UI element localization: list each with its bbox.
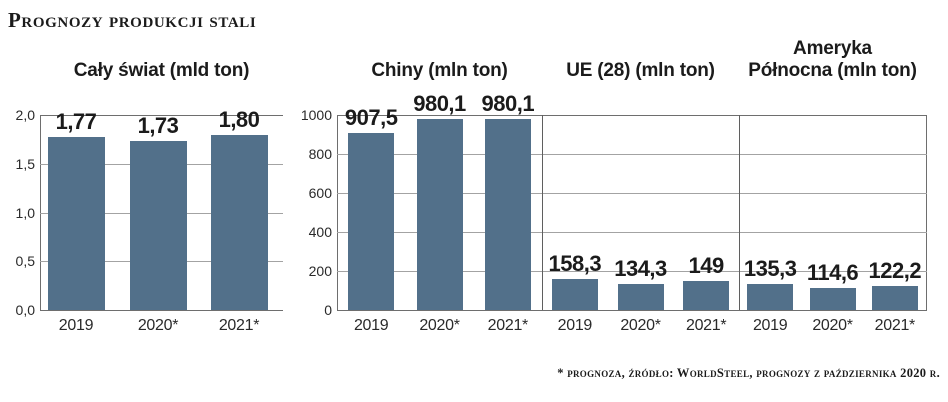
x-tick-label: 2021* bbox=[487, 317, 529, 334]
y-tick-label: 200 bbox=[308, 263, 332, 279]
bar bbox=[416, 118, 463, 310]
y-tick-label: 1000 bbox=[300, 107, 332, 123]
gridline bbox=[40, 310, 283, 311]
bar-value-label: 1,73 bbox=[137, 113, 179, 139]
y-tick-label: 800 bbox=[308, 146, 332, 162]
x-tick-label: 2019 bbox=[752, 317, 788, 334]
bar bbox=[348, 133, 395, 310]
plot-right-border bbox=[926, 115, 927, 310]
gridline bbox=[337, 193, 927, 194]
gridline bbox=[337, 310, 927, 311]
x-tick-label: 2020* bbox=[620, 317, 661, 334]
bar-value-label: 149 bbox=[688, 252, 725, 278]
bar-value-label: 114,6 bbox=[806, 259, 859, 285]
section-divider bbox=[542, 115, 543, 310]
bar-value-label: 980,1 bbox=[413, 90, 466, 116]
bar-value-label: 1,77 bbox=[55, 109, 97, 135]
x-tick-label: 2021* bbox=[685, 317, 727, 334]
x-tick-label: 2020* bbox=[812, 317, 853, 334]
bar bbox=[484, 118, 531, 310]
chart-title: Cały świat (mld ton) bbox=[73, 60, 250, 81]
bar-value-label: 122,2 bbox=[868, 258, 922, 284]
chart-title: Chiny (mln ton) bbox=[371, 60, 508, 81]
y-tick-label: 0 bbox=[324, 302, 332, 318]
x-tick-label: 2021* bbox=[218, 317, 260, 334]
x-tick-label: 2021* bbox=[874, 317, 916, 334]
x-tick-label: 2019 bbox=[353, 317, 389, 334]
bar-value-label: 134,3 bbox=[614, 255, 667, 281]
bar-value-label: 980,1 bbox=[481, 90, 535, 116]
bar bbox=[129, 141, 187, 310]
y-tick-label: 1,5 bbox=[15, 155, 35, 172]
y-tick-label: 0,5 bbox=[15, 253, 35, 270]
section-divider bbox=[739, 115, 740, 310]
bar bbox=[617, 283, 664, 310]
bar bbox=[47, 137, 105, 310]
gridline bbox=[337, 154, 927, 155]
gridline bbox=[40, 115, 283, 116]
y-axis-line bbox=[337, 115, 338, 310]
bar-value-label: 1,80 bbox=[218, 106, 260, 132]
x-tick-label: 2019 bbox=[58, 317, 94, 334]
bar bbox=[747, 283, 794, 310]
gridline bbox=[337, 115, 927, 116]
y-tick-label: 1,0 bbox=[15, 204, 35, 221]
x-tick-label: 2019 bbox=[557, 317, 593, 334]
y-tick-label: 2,0 bbox=[15, 107, 35, 123]
source-note: * prognoza, źródło: WorldSteel, prognozy… bbox=[557, 366, 940, 380]
bar bbox=[551, 279, 598, 310]
gridline bbox=[337, 271, 927, 272]
x-tick-label: 2020* bbox=[419, 317, 460, 334]
bar bbox=[210, 134, 268, 310]
gridline bbox=[337, 232, 927, 233]
bar bbox=[683, 280, 730, 310]
page-title: Prognozy produkcji stali bbox=[8, 8, 257, 32]
bar bbox=[871, 286, 918, 310]
bar-value-label: 907,5 bbox=[344, 105, 398, 131]
y-tick-label: 0,0 bbox=[15, 302, 35, 318]
bar-value-label: 135,3 bbox=[743, 255, 797, 281]
x-tick-label: 2020* bbox=[137, 317, 179, 334]
chart-title: Ameryka Północna (mln ton) bbox=[748, 38, 917, 81]
y-tick-label: 600 bbox=[308, 185, 332, 201]
chart-title: UE (28) (mln ton) bbox=[566, 60, 715, 81]
bar bbox=[809, 287, 856, 310]
bar-value-label: 158,3 bbox=[548, 251, 602, 277]
y-tick-label: 400 bbox=[308, 224, 332, 240]
